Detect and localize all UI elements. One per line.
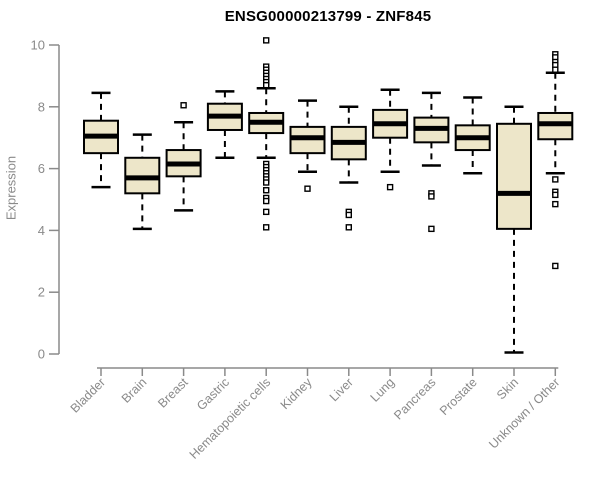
category-label: Skin: [494, 375, 521, 402]
outlier-point: [552, 191, 559, 199]
y-tick-label: 10: [31, 38, 45, 53]
outlier-point: [552, 200, 559, 208]
outlier-point: [428, 225, 435, 233]
outlier-point: [304, 185, 311, 192]
outlier-point: [263, 81, 270, 89]
outlier-point: [263, 224, 270, 231]
outlier-point: [180, 102, 187, 109]
y-tick-label: 8: [38, 99, 45, 114]
outlier-point: [263, 197, 270, 205]
outlier-point: [345, 224, 352, 231]
category-label: Kidney: [278, 375, 315, 412]
category-label: Gastric: [194, 375, 232, 413]
category-label: Lung: [368, 375, 398, 405]
outlier-point: [263, 179, 270, 186]
outlier-point: [345, 211, 352, 219]
category-label: Pancreas: [391, 375, 438, 422]
category-label: Prostate: [437, 375, 480, 418]
y-tick-label: 4: [38, 223, 45, 238]
category-label: Liver: [327, 375, 356, 404]
outlier-point: [428, 193, 435, 200]
outlier-point: [386, 183, 394, 191]
outlier-point: [263, 208, 270, 216]
chart-title: ENSG00000213799 - ZNF845: [224, 8, 432, 25]
y-tick-label: 6: [38, 161, 45, 176]
category-label: Breast: [155, 375, 191, 411]
outlier-point: [552, 176, 559, 183]
y-tick-label: 2: [38, 285, 45, 300]
category-label: Hematopoietic cells: [187, 375, 274, 462]
outlier-point: [263, 37, 270, 44]
box: [496, 122, 532, 230]
outlier-point: [552, 66, 559, 73]
outlier-point: [552, 262, 559, 270]
category-label: Brain: [119, 375, 150, 406]
outlier-point: [263, 187, 270, 194]
y-tick-label: 0: [38, 347, 45, 362]
category-label: Unknown / Other: [486, 375, 562, 451]
category-label: Bladder: [68, 375, 108, 415]
